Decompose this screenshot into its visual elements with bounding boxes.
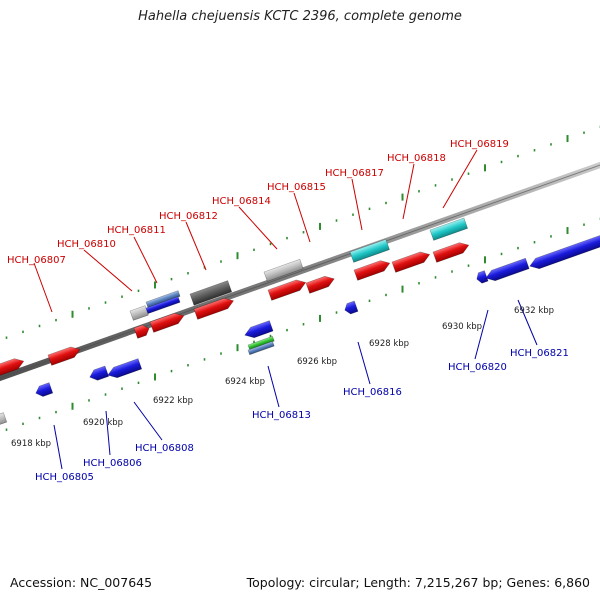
forward-gene-label[interactable]: HCH_06811 [107, 225, 166, 236]
leader-line [133, 401, 163, 441]
coordinate-label: 6918 kbp [11, 439, 51, 449]
steel-feature-box[interactable] [247, 340, 275, 356]
forward-gene-label[interactable]: HCH_06814 [212, 196, 271, 207]
leader-line [357, 341, 371, 385]
forward-gene[interactable] [47, 344, 82, 366]
reverse-gene[interactable] [243, 320, 274, 341]
map-title: Hahella chejuensis KCTC 2396, complete g… [138, 9, 462, 24]
genome-summary-text: Topology: circular; Length: 7,215,267 bp… [246, 575, 590, 590]
reverse-gene-label[interactable]: HCH_06813 [252, 410, 311, 421]
reverse-gene-label[interactable]: HCH_06808 [135, 443, 194, 454]
leader-line [33, 262, 53, 313]
forward-gene[interactable] [133, 323, 151, 339]
forward-gene[interactable] [305, 274, 336, 294]
forward-gene-label[interactable]: HCH_06818 [387, 153, 446, 164]
forward-gene-label[interactable]: HCH_06807 [7, 255, 66, 266]
forward-gene[interactable] [149, 311, 186, 333]
forward-gene[interactable] [432, 240, 471, 263]
accession-text: Accession: NC_007645 [10, 575, 153, 590]
leader-line [133, 236, 158, 284]
leader-line [267, 365, 280, 408]
coordinate-label: 6926 kbp [297, 357, 337, 367]
leader-line [517, 299, 538, 346]
reverse-gene-label[interactable]: HCH_06816 [343, 387, 402, 398]
grey-feature-box[interactable] [129, 305, 149, 321]
reverse-gene[interactable] [106, 358, 143, 381]
cyan-feature-box[interactable] [349, 238, 390, 263]
forward-gene-label[interactable]: HCH_06817 [325, 168, 384, 179]
coordinate-label: 6932 kbp [514, 306, 554, 316]
reverse-gene-label[interactable]: HCH_06820 [448, 362, 507, 373]
leader-line [293, 192, 311, 243]
coordinate-label: 6930 kbp [442, 322, 482, 332]
lower-tick-track [5, 217, 600, 431]
forward-gene[interactable] [193, 296, 235, 320]
forward-gene[interactable] [267, 277, 307, 301]
forward-gene-label[interactable]: HCH_06810 [57, 239, 116, 250]
reverse-gene[interactable] [34, 382, 54, 399]
leader-line [185, 221, 207, 271]
forward-gene[interactable] [0, 356, 26, 379]
coordinate-label: 6928 kbp [369, 339, 409, 349]
reverse-gene[interactable] [343, 300, 359, 315]
reverse-gene[interactable] [475, 270, 489, 285]
forward-gene-label[interactable]: HCH_06815 [267, 182, 326, 193]
forward-gene[interactable] [391, 249, 431, 273]
reverse-gene[interactable] [484, 257, 530, 283]
reverse-gene-label[interactable]: HCH_06806 [83, 458, 142, 469]
leader-line [474, 309, 489, 360]
forward-gene-label[interactable]: HCH_06819 [450, 139, 509, 150]
upper-tick-track [5, 125, 600, 339]
coordinate-label: 6920 kbp [83, 418, 123, 428]
forward-gene-label[interactable]: HCH_06812 [159, 211, 218, 222]
coordinate-label: 6922 kbp [153, 396, 193, 406]
dark-feature-box[interactable] [189, 280, 233, 306]
grey-feature-box[interactable] [263, 258, 304, 282]
reverse-gene[interactable] [528, 233, 600, 271]
genome-backbone-line [0, 164, 600, 379]
grey-feature-box[interactable] [0, 412, 8, 426]
leader-line [238, 206, 278, 250]
leader-line [83, 249, 133, 292]
leader-line [402, 163, 415, 220]
leader-line [53, 424, 63, 470]
reverse-gene-label[interactable]: HCH_06805 [35, 472, 94, 483]
leader-line [442, 149, 478, 209]
leader-line [351, 178, 363, 231]
reverse-gene[interactable] [88, 365, 110, 382]
forward-gene[interactable] [353, 258, 392, 281]
coordinate-label: 6924 kbp [225, 377, 265, 387]
reverse-gene-label[interactable]: HCH_06821 [510, 348, 569, 359]
leader-line [105, 410, 111, 456]
blue-feature-box[interactable] [145, 296, 181, 315]
cyan-feature-box[interactable] [429, 217, 468, 241]
